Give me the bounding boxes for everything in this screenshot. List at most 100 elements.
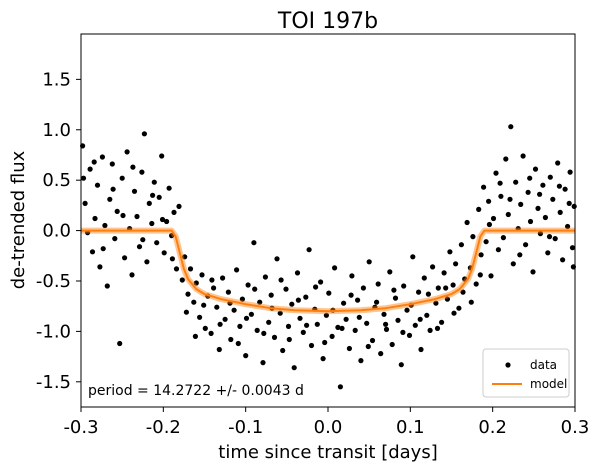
- data-point: [134, 213, 140, 220]
- data-point: [91, 159, 97, 165]
- data-point: [439, 319, 445, 325]
- data-point: [535, 205, 541, 211]
- data-point: [507, 196, 513, 202]
- data-point: [156, 194, 162, 200]
- data-point: [234, 267, 240, 273]
- data-point: [391, 287, 397, 293]
- data-point: [406, 332, 413, 338]
- data-point: [104, 283, 110, 289]
- data-point: [417, 316, 423, 322]
- data-point: [444, 296, 450, 302]
- data-point: [364, 320, 370, 326]
- x-tick-label: -0.1: [228, 417, 263, 438]
- data-point: [565, 223, 571, 230]
- data-point: [560, 257, 566, 263]
- data-point: [129, 272, 135, 278]
- data-point: [374, 299, 380, 305]
- data-point: [346, 345, 352, 352]
- data-point: [268, 292, 274, 298]
- x-tick-label: 0.3: [561, 417, 590, 438]
- data-point: [383, 326, 390, 332]
- data-point: [120, 212, 126, 219]
- data-point: [453, 261, 459, 267]
- data-point: [552, 236, 558, 242]
- data-point: [197, 314, 203, 320]
- data-point: [545, 250, 551, 256]
- data-point: [214, 304, 220, 310]
- data-point: [498, 193, 504, 199]
- data-point: [169, 256, 175, 262]
- data-point: [532, 166, 539, 172]
- data-point: [182, 254, 188, 260]
- data-layer: [80, 124, 577, 390]
- data-point: [517, 252, 523, 258]
- data-point: [102, 222, 108, 229]
- data-point: [179, 277, 185, 283]
- data-point: [525, 189, 531, 195]
- data-point: [495, 247, 501, 253]
- data-point: [274, 256, 280, 262]
- data-point: [483, 239, 489, 245]
- data-point: [400, 329, 406, 335]
- data-point: [566, 200, 572, 206]
- y-tick-label: 1.5: [42, 69, 71, 90]
- data-point: [547, 174, 553, 180]
- data-point: [490, 215, 497, 222]
- data-point: [348, 292, 354, 298]
- chart-title: TOI 197b: [277, 9, 378, 34]
- data-point: [550, 196, 556, 202]
- data-point: [92, 215, 98, 222]
- data-point: [398, 362, 404, 368]
- data-point: [89, 249, 96, 255]
- data-point: [130, 164, 136, 170]
- data-point: [314, 321, 320, 327]
- data-point: [349, 273, 355, 279]
- legend-data-label: data: [530, 358, 557, 372]
- data-point: [458, 242, 464, 248]
- data-point: [286, 336, 292, 343]
- data-point: [300, 329, 306, 335]
- data-point: [540, 182, 546, 188]
- y-tick-label: 1.0: [42, 120, 71, 141]
- data-point: [433, 300, 439, 306]
- data-point: [320, 356, 326, 362]
- data-point: [271, 334, 278, 340]
- data-point: [295, 297, 301, 303]
- data-point: [418, 346, 424, 353]
- data-point: [339, 325, 345, 331]
- data-point: [378, 351, 384, 357]
- data-point: [262, 274, 268, 280]
- data-point: [477, 272, 483, 278]
- data-point: [209, 277, 215, 283]
- data-point: [443, 285, 449, 291]
- data-point: [289, 301, 295, 307]
- data-point: [497, 180, 503, 186]
- data-point: [503, 156, 509, 162]
- data-point: [470, 234, 476, 240]
- data-point: [546, 234, 553, 240]
- data-point: [112, 236, 118, 242]
- data-point: [530, 269, 536, 275]
- data-point: [555, 160, 561, 166]
- data-point: [358, 358, 364, 364]
- data-point: [257, 299, 263, 305]
- data-point: [424, 312, 430, 318]
- data-point: [280, 347, 286, 354]
- data-point: [337, 384, 343, 390]
- data-point: [447, 249, 453, 255]
- data-point: [360, 285, 366, 291]
- data-point: [395, 317, 401, 323]
- data-point: [425, 291, 431, 297]
- data-point: [562, 186, 568, 192]
- data-point: [251, 240, 257, 246]
- data-point: [322, 339, 328, 346]
- data-point: [141, 131, 147, 137]
- data-point: [109, 161, 115, 167]
- y-tick-label: 0.5: [42, 170, 71, 191]
- data-point: [520, 153, 526, 159]
- data-point: [318, 279, 324, 285]
- data-point: [176, 203, 182, 209]
- data-point: [82, 200, 88, 206]
- data-point: [567, 169, 573, 175]
- data-point: [365, 343, 371, 350]
